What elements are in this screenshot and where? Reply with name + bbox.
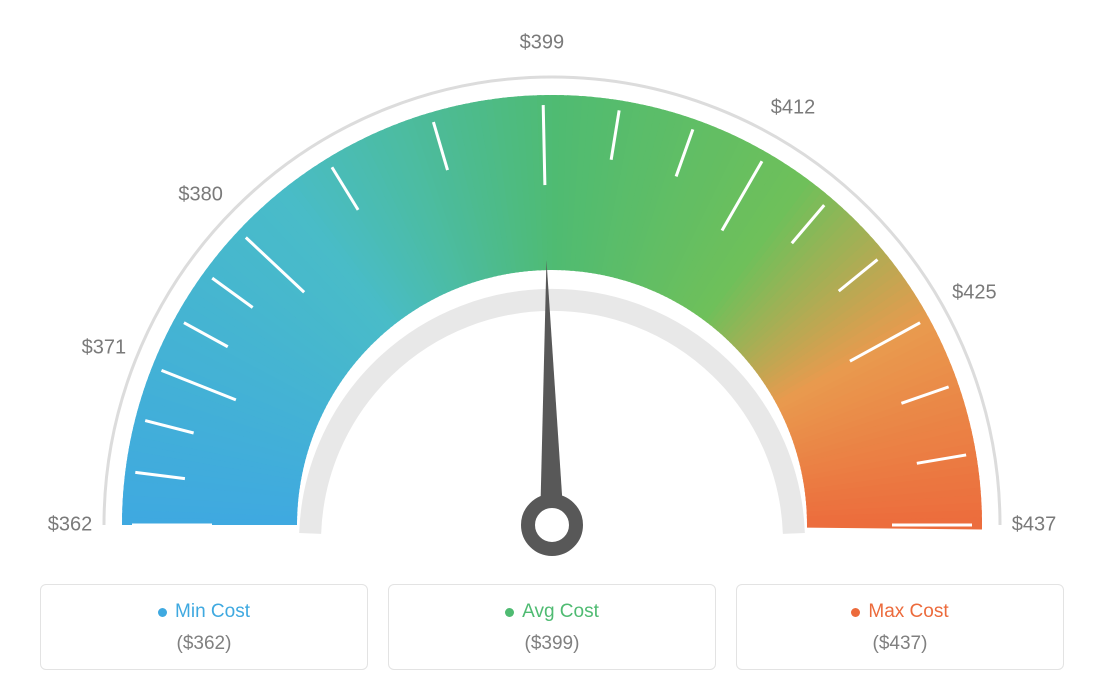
- legend-title-min: Min Cost: [158, 601, 250, 623]
- legend-label-max: Max Cost: [868, 601, 948, 623]
- legend-title-max: Max Cost: [851, 601, 948, 623]
- legend-title-avg: Avg Cost: [505, 601, 599, 623]
- dot-icon-avg: [505, 608, 514, 617]
- gauge-svg: [0, 0, 1104, 560]
- legend-row: Min Cost ($362) Avg Cost ($399) Max Cost…: [0, 584, 1104, 670]
- legend-card-avg: Avg Cost ($399): [388, 584, 716, 670]
- legend-card-max: Max Cost ($437): [736, 584, 1064, 670]
- gauge-tick-label: $371: [82, 336, 127, 359]
- legend-value-max: ($437): [749, 633, 1051, 655]
- gauge-tick-label: $425: [952, 281, 997, 304]
- dot-icon-min: [158, 608, 167, 617]
- legend-value-avg: ($399): [401, 633, 703, 655]
- legend-value-min: ($362): [53, 633, 355, 655]
- gauge-tick-label: $362: [48, 514, 93, 537]
- legend-label-avg: Avg Cost: [522, 601, 599, 623]
- gauge-tick-label: $380: [178, 184, 223, 207]
- legend-card-min: Min Cost ($362): [40, 584, 368, 670]
- gauge-tick-label: $437: [1012, 514, 1057, 537]
- gauge-tick-label: $412: [771, 96, 816, 119]
- dot-icon-max: [851, 608, 860, 617]
- gauge-container: $362 $371 $380 $399 $412 $425 $437: [0, 0, 1104, 560]
- gauge-tick-label: $399: [520, 32, 565, 55]
- legend-label-min: Min Cost: [175, 601, 250, 623]
